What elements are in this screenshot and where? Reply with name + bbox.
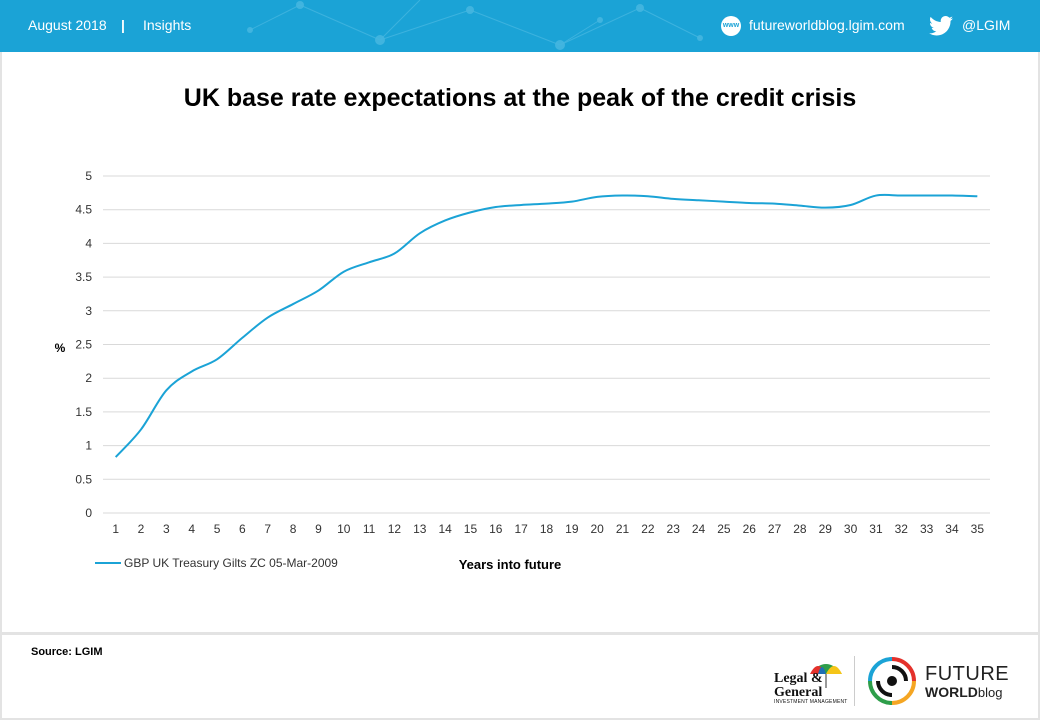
lg-logo-subtext: INVESTMENT MANAGEMENT	[774, 699, 848, 705]
x-tick-label: 9	[315, 522, 322, 536]
x-tick-label: 14	[438, 522, 452, 536]
x-tick-label: 4	[188, 522, 195, 536]
x-tick-label: 15	[464, 522, 478, 536]
y-tick-label: 0.5	[75, 472, 92, 486]
y-tick-label: 3	[85, 304, 92, 318]
header-date: August 2018	[28, 17, 107, 33]
y-tick-label: 4	[85, 236, 92, 250]
lg-logo-text: Legal &	[774, 671, 823, 686]
x-tick-label: 31	[869, 522, 883, 536]
x-tick-label: 21	[616, 522, 630, 536]
x-tick-label: 25	[717, 522, 731, 536]
x-tick-label: 33	[920, 522, 934, 536]
y-tick-label: 5	[85, 169, 92, 183]
x-tick-label: 10	[337, 522, 351, 536]
x-tick-label: 24	[692, 522, 706, 536]
x-tick-labels: 1 2 3 4 5 6 7 8 9 10 11 12 13 14 15 16 17 18 19 20 21 22 23 24 2…	[112, 522, 984, 536]
x-tick-label: 1	[112, 522, 119, 536]
x-tick-label: 2	[138, 522, 145, 536]
future-world-logo-subtext: WORLDblog	[925, 684, 1002, 700]
future-world-logo-icon	[868, 657, 916, 705]
x-tick-label: 30	[844, 522, 858, 536]
header-separator: |	[121, 17, 125, 33]
legend-entry: GBP UK Treasury Gilts ZC 05-Mar-2009	[124, 556, 338, 570]
chart-title: UK base rate expectations at the peak of…	[183, 84, 857, 112]
y-tick-label: 4.5	[75, 203, 92, 217]
x-tick-label: 19	[565, 522, 579, 536]
y-axis-label: %	[55, 341, 66, 355]
x-tick-label: 34	[945, 522, 959, 536]
x-tick-label: 5	[214, 522, 221, 536]
x-tick-label: 8	[290, 522, 297, 536]
x-tick-label: 13	[413, 522, 427, 536]
series-line	[114, 193, 978, 458]
x-tick-label: 35	[971, 522, 985, 536]
umbrella-logo-icon	[810, 664, 842, 688]
lg-logo-text-2: General	[774, 685, 823, 700]
y-tick-label: 1.5	[75, 405, 92, 419]
x-tick-label: 12	[388, 522, 402, 536]
header-bar: August 2018 | Insights www futureworldbl…	[0, 0, 1040, 52]
x-tick-label: 27	[768, 522, 782, 536]
header-section: Insights	[143, 17, 192, 33]
grid-lines	[103, 175, 990, 480]
x-tick-label: 18	[540, 522, 554, 536]
x-tick-label: 7	[264, 522, 271, 536]
x-axis-label: Years into future	[459, 557, 562, 572]
future-world-logo-text: FUTURE	[925, 663, 1010, 685]
network-pattern-decoration	[247, 0, 703, 50]
x-tick-label: 32	[895, 522, 909, 536]
x-tick-label: 6	[239, 522, 246, 536]
y-tick-label: 2.5	[75, 338, 92, 352]
x-tick-label: 17	[514, 522, 528, 536]
y-tick-label: 0	[85, 506, 92, 520]
footer-divider	[0, 632, 1040, 635]
twitter-icon[interactable]	[929, 16, 953, 36]
x-tick-label: 3	[163, 522, 170, 536]
x-tick-label: 29	[819, 522, 833, 536]
logo-divider	[854, 656, 855, 706]
x-tick-label: 11	[363, 522, 376, 536]
x-tick-label: 20	[591, 522, 605, 536]
x-tick-label: 28	[793, 522, 807, 536]
y-tick-label: 1	[85, 439, 92, 453]
y-tick-label: 2	[85, 371, 92, 385]
www-icon: www	[721, 16, 741, 36]
header-website-link[interactable]: futureworldblog.lgim.com	[749, 17, 905, 33]
fw-blog: blog	[977, 685, 1003, 700]
fw-world: WORLD	[925, 684, 978, 700]
y-tick-labels: 0 0.5 1 1.5 2 2.5 3 3.5 4 4.5 5	[75, 169, 92, 520]
x-tick-label: 22	[641, 522, 655, 536]
x-tick-label: 16	[489, 522, 503, 536]
header-twitter-handle[interactable]: @LGIM	[962, 17, 1011, 33]
line-chart: 00.511.522.533.544.55 1 2 3 4 5 6 7 8 9 10 11 12 13 1…	[55, 169, 990, 572]
y-tick-label: 3.5	[75, 270, 92, 284]
source-note: Source: LGIM	[31, 646, 103, 658]
x-tick-label: 26	[743, 522, 757, 536]
x-tick-label: 23	[667, 522, 681, 536]
